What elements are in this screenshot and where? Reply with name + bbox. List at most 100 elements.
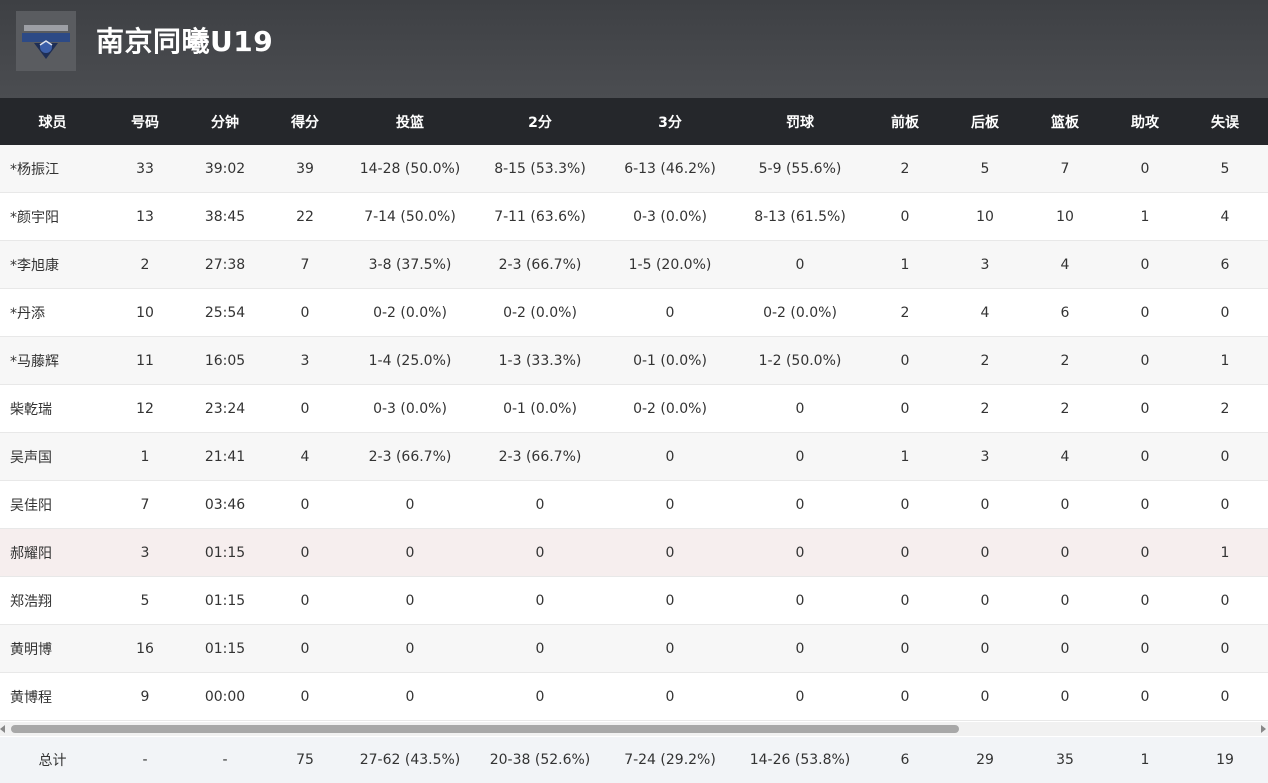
player-three-pointers: 0 bbox=[665, 304, 675, 321]
player-defensive-rebounds: 4 bbox=[980, 304, 990, 321]
col-header-assists[interactable]: 助攻 bbox=[1131, 114, 1159, 131]
player-rebounds: 6 bbox=[1060, 304, 1070, 321]
scrollbar-thumb[interactable] bbox=[11, 725, 959, 733]
total-number: - bbox=[142, 752, 148, 768]
player-field-goals: 0-2 (0.0%) bbox=[373, 304, 447, 321]
player-defensive-rebounds: 2 bbox=[980, 352, 990, 369]
table-row[interactable]: *丹添 10 25:54 0 0-2 (0.0%) 0-2 (0.0%) 0 0-2 (0.0… bbox=[0, 289, 1268, 337]
total-turnovers: 19 bbox=[1216, 752, 1234, 768]
player-number: 11 bbox=[136, 352, 154, 369]
player-two-pointers: 0 bbox=[535, 592, 545, 609]
player-points: 0 bbox=[300, 688, 310, 705]
table-row[interactable]: *马藤辉 11 16:05 3 1-4 (25.0%) 1-3 (33.3%) 0-1 (0… bbox=[0, 337, 1268, 385]
col-header-free-throws[interactable]: 罚球 bbox=[786, 114, 814, 131]
player-defensive-rebounds: 3 bbox=[980, 256, 990, 273]
col-header-points[interactable]: 得分 bbox=[291, 114, 319, 131]
col-header-turnovers[interactable]: 失误 bbox=[1211, 114, 1239, 131]
table-row[interactable]: 黄明博 16 01:15 0 0 0 0 0 0 0 0 0 0 bbox=[0, 625, 1268, 673]
player-name[interactable]: *丹添 bbox=[10, 305, 45, 322]
player-three-pointers: 6-13 (46.2%) bbox=[624, 160, 716, 177]
player-points: 3 bbox=[300, 352, 310, 369]
total-label: 总计 bbox=[38, 753, 67, 769]
player-name[interactable]: *李旭康 bbox=[10, 257, 59, 274]
player-turnovers: 0 bbox=[1220, 496, 1230, 513]
player-number: 16 bbox=[136, 640, 154, 657]
player-free-throws: 0-2 (0.0%) bbox=[763, 304, 837, 321]
player-name[interactable]: *杨振江 bbox=[10, 161, 59, 178]
player-minutes: 01:15 bbox=[204, 544, 246, 561]
player-number: 5 bbox=[140, 592, 150, 609]
total-two-pointers: 20-38 (52.6%) bbox=[489, 752, 591, 768]
player-name[interactable]: 黄博程 bbox=[10, 689, 52, 706]
player-name[interactable]: 吴声国 bbox=[10, 449, 52, 466]
player-rebounds: 2 bbox=[1060, 400, 1070, 417]
team-header: 南京同曦U19 bbox=[0, 0, 1268, 98]
player-rebounds: 7 bbox=[1060, 160, 1070, 177]
col-header-three-pointers[interactable]: 3分 bbox=[658, 114, 682, 131]
team-name: 南京同曦U19 bbox=[96, 25, 274, 58]
player-number: 10 bbox=[136, 304, 154, 321]
player-field-goals: 2-3 (66.7%) bbox=[368, 448, 452, 465]
col-header-two-pointers[interactable]: 2分 bbox=[528, 114, 552, 131]
player-minutes: 16:05 bbox=[204, 352, 246, 369]
player-minutes: 21:41 bbox=[204, 448, 246, 465]
col-header-number[interactable]: 号码 bbox=[131, 114, 159, 131]
col-header-field-goals[interactable]: 投篮 bbox=[396, 114, 424, 131]
player-name[interactable]: 柴乾瑞 bbox=[10, 401, 52, 418]
player-name[interactable]: 郝耀阳 bbox=[10, 545, 52, 562]
player-free-throws: 8-13 (61.5%) bbox=[754, 208, 846, 225]
player-minutes: 01:15 bbox=[204, 640, 246, 657]
player-free-throws: 0 bbox=[795, 640, 805, 657]
player-minutes: 39:02 bbox=[204, 160, 246, 177]
player-number: 33 bbox=[136, 160, 154, 177]
player-name[interactable]: 郑浩翔 bbox=[10, 593, 52, 610]
player-offensive-rebounds: 0 bbox=[900, 352, 910, 369]
player-defensive-rebounds: 3 bbox=[980, 448, 990, 465]
table-row[interactable]: 吴佳阳 7 03:46 0 0 0 0 0 0 0 0 0 0 bbox=[0, 481, 1268, 529]
table-row[interactable]: 郝耀阳 3 01:15 0 0 0 0 0 0 0 0 0 1 bbox=[0, 529, 1268, 577]
horizontal-scrollbar[interactable] bbox=[0, 722, 1268, 736]
table-row[interactable]: *颜宇阳 13 38:45 22 7-14 (50.0%) 7-11 (63.6%) 0-3… bbox=[0, 193, 1268, 241]
player-defensive-rebounds: 0 bbox=[980, 496, 990, 513]
col-header-defensive-rebounds[interactable]: 后板 bbox=[971, 114, 999, 131]
player-turnovers: 0 bbox=[1220, 592, 1230, 609]
table-row[interactable]: 吴声国 1 21:41 4 2-3 (66.7%) 2-3 (66.7%) 0 0 1 3 4 0 0 bbox=[0, 433, 1268, 481]
total-minutes: - bbox=[222, 752, 228, 768]
player-free-throws: 5-9 (55.6%) bbox=[758, 160, 842, 177]
table-row[interactable]: 黄博程 9 00:00 0 0 0 0 0 0 0 0 0 0 bbox=[0, 673, 1268, 721]
player-points: 0 bbox=[300, 400, 310, 417]
total-rebounds: 35 bbox=[1056, 752, 1074, 768]
player-turnovers: 0 bbox=[1220, 304, 1230, 321]
scroll-right-arrow-icon[interactable] bbox=[1261, 725, 1266, 733]
player-points: 4 bbox=[300, 448, 310, 465]
scroll-left-arrow-icon[interactable] bbox=[0, 725, 5, 733]
player-turnovers: 4 bbox=[1220, 208, 1230, 225]
col-header-player[interactable]: 球员 bbox=[38, 114, 67, 131]
player-name[interactable]: 吴佳阳 bbox=[10, 497, 52, 514]
col-header-rebounds[interactable]: 篮板 bbox=[1051, 114, 1079, 131]
total-row: 总计 - - 75 27-62 (43.5%) 20-38 (52.6%) 7-… bbox=[0, 737, 1268, 783]
table-row[interactable]: 柴乾瑞 12 23:24 0 0-3 (0.0%) 0-1 (0.0%) 0-2 (0.0%… bbox=[0, 385, 1268, 433]
stats-table: 球员 号码 分钟 得分 投篮 2分 3分 罚球 前板 后板 篮板 助攻 失误 *… bbox=[0, 98, 1268, 722]
player-free-throws: 0 bbox=[795, 592, 805, 609]
player-turnovers: 0 bbox=[1220, 448, 1230, 465]
player-three-pointers: 0 bbox=[665, 448, 675, 465]
player-number: 3 bbox=[140, 544, 150, 561]
col-header-minutes[interactable]: 分钟 bbox=[211, 114, 239, 131]
player-turnovers: 5 bbox=[1220, 160, 1230, 177]
player-turnovers: 6 bbox=[1220, 256, 1230, 273]
player-name[interactable]: *颜宇阳 bbox=[10, 209, 59, 226]
table-row[interactable]: 郑浩翔 5 01:15 0 0 0 0 0 0 0 0 0 0 bbox=[0, 577, 1268, 625]
player-assists: 1 bbox=[1140, 208, 1150, 225]
table-row[interactable]: *杨振江 33 39:02 39 14-28 (50.0%) 8-15 (53.3%) 6-… bbox=[0, 145, 1268, 193]
col-header-offensive-rebounds[interactable]: 前板 bbox=[891, 114, 919, 131]
player-three-pointers: 0 bbox=[665, 688, 675, 705]
player-field-goals: 0 bbox=[405, 688, 415, 705]
table-row[interactable]: *李旭康 2 27:38 7 3-8 (37.5%) 2-3 (66.7%) 1-5 (20… bbox=[0, 241, 1268, 289]
player-name[interactable]: *马藤辉 bbox=[10, 353, 59, 370]
player-name[interactable]: 黄明博 bbox=[10, 641, 52, 658]
player-minutes: 00:00 bbox=[204, 688, 246, 705]
player-free-throws: 0 bbox=[795, 688, 805, 705]
stats-grid: 球员 号码 分钟 得分 投篮 2分 3分 罚球 前板 后板 篮板 助攻 失误 *… bbox=[0, 98, 1268, 721]
player-assists: 0 bbox=[1140, 592, 1150, 609]
